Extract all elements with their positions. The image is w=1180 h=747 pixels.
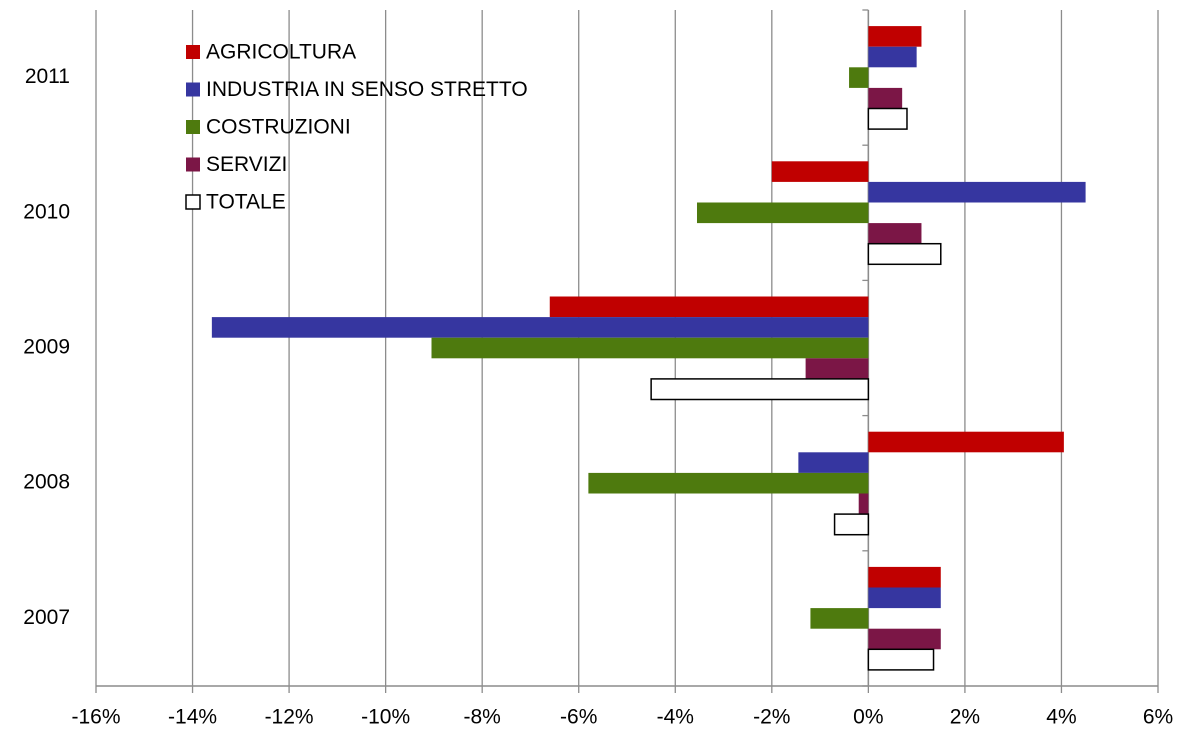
bar: [867, 648, 935, 671]
y-tick-label: 2009: [23, 336, 70, 359]
bar: [798, 452, 869, 473]
bar: [868, 181, 1086, 203]
bar: [868, 223, 922, 244]
legend-label: SERVIZI: [206, 153, 287, 176]
bar: [868, 87, 903, 109]
bar: [588, 472, 869, 494]
x-tick-label: -4%: [657, 706, 694, 729]
legend-label: TOTALE: [206, 191, 286, 214]
bar: [867, 242, 942, 266]
legend-item: AGRICOLTURA: [186, 41, 356, 64]
bar: [868, 628, 941, 650]
bar: [810, 608, 869, 629]
legend-swatch: [186, 82, 200, 97]
x-tick-label: 2%: [950, 706, 980, 729]
legend-label: INDUSTRIA IN SENSO STRETTO: [206, 78, 528, 101]
bar: [211, 317, 869, 338]
bar: [868, 26, 922, 47]
y-tick-label: 2007: [23, 606, 70, 629]
bar: [868, 431, 1064, 453]
x-tick-label: 4%: [1046, 706, 1076, 729]
legend-item: INDUSTRIA IN SENSO STRETTO: [186, 78, 528, 101]
legend-label: AGRICOLTURA: [206, 41, 356, 64]
bar: [868, 566, 941, 588]
bar: [650, 378, 870, 401]
legend-label: COSTRUZIONI: [206, 116, 351, 139]
bar: [868, 587, 941, 609]
legend-swatch: [186, 120, 200, 134]
bar: [431, 337, 869, 359]
bar: [833, 513, 870, 536]
y-tick-label: 2008: [23, 471, 70, 494]
x-tick-label: -8%: [464, 706, 501, 729]
x-tick-label: 0%: [853, 706, 883, 729]
bar: [868, 46, 917, 68]
x-tick-label: -6%: [560, 706, 597, 729]
x-tick-label: -16%: [71, 706, 120, 729]
legend-swatch: [186, 157, 200, 172]
y-tick-label: 2010: [23, 200, 70, 223]
bar: [805, 358, 869, 379]
x-tick-label: -12%: [265, 706, 314, 729]
legend-item: COSTRUZIONI: [186, 116, 351, 139]
legend-swatch: [186, 45, 200, 59]
bar: [867, 107, 908, 130]
x-tick-label: -14%: [168, 706, 217, 729]
x-tick-label: 6%: [1143, 706, 1173, 729]
bar: [696, 202, 869, 224]
legend-swatch: [185, 194, 201, 210]
y-tick-label: 2011: [25, 65, 70, 88]
bar: [771, 161, 869, 182]
bar: [549, 296, 869, 318]
bar: [858, 493, 869, 515]
bar: [849, 67, 869, 88]
x-tick-label: -2%: [753, 706, 790, 729]
x-tick-label: -10%: [361, 706, 410, 729]
legend-item: TOTALE: [185, 191, 286, 214]
legend-item: SERVIZI: [186, 153, 287, 176]
